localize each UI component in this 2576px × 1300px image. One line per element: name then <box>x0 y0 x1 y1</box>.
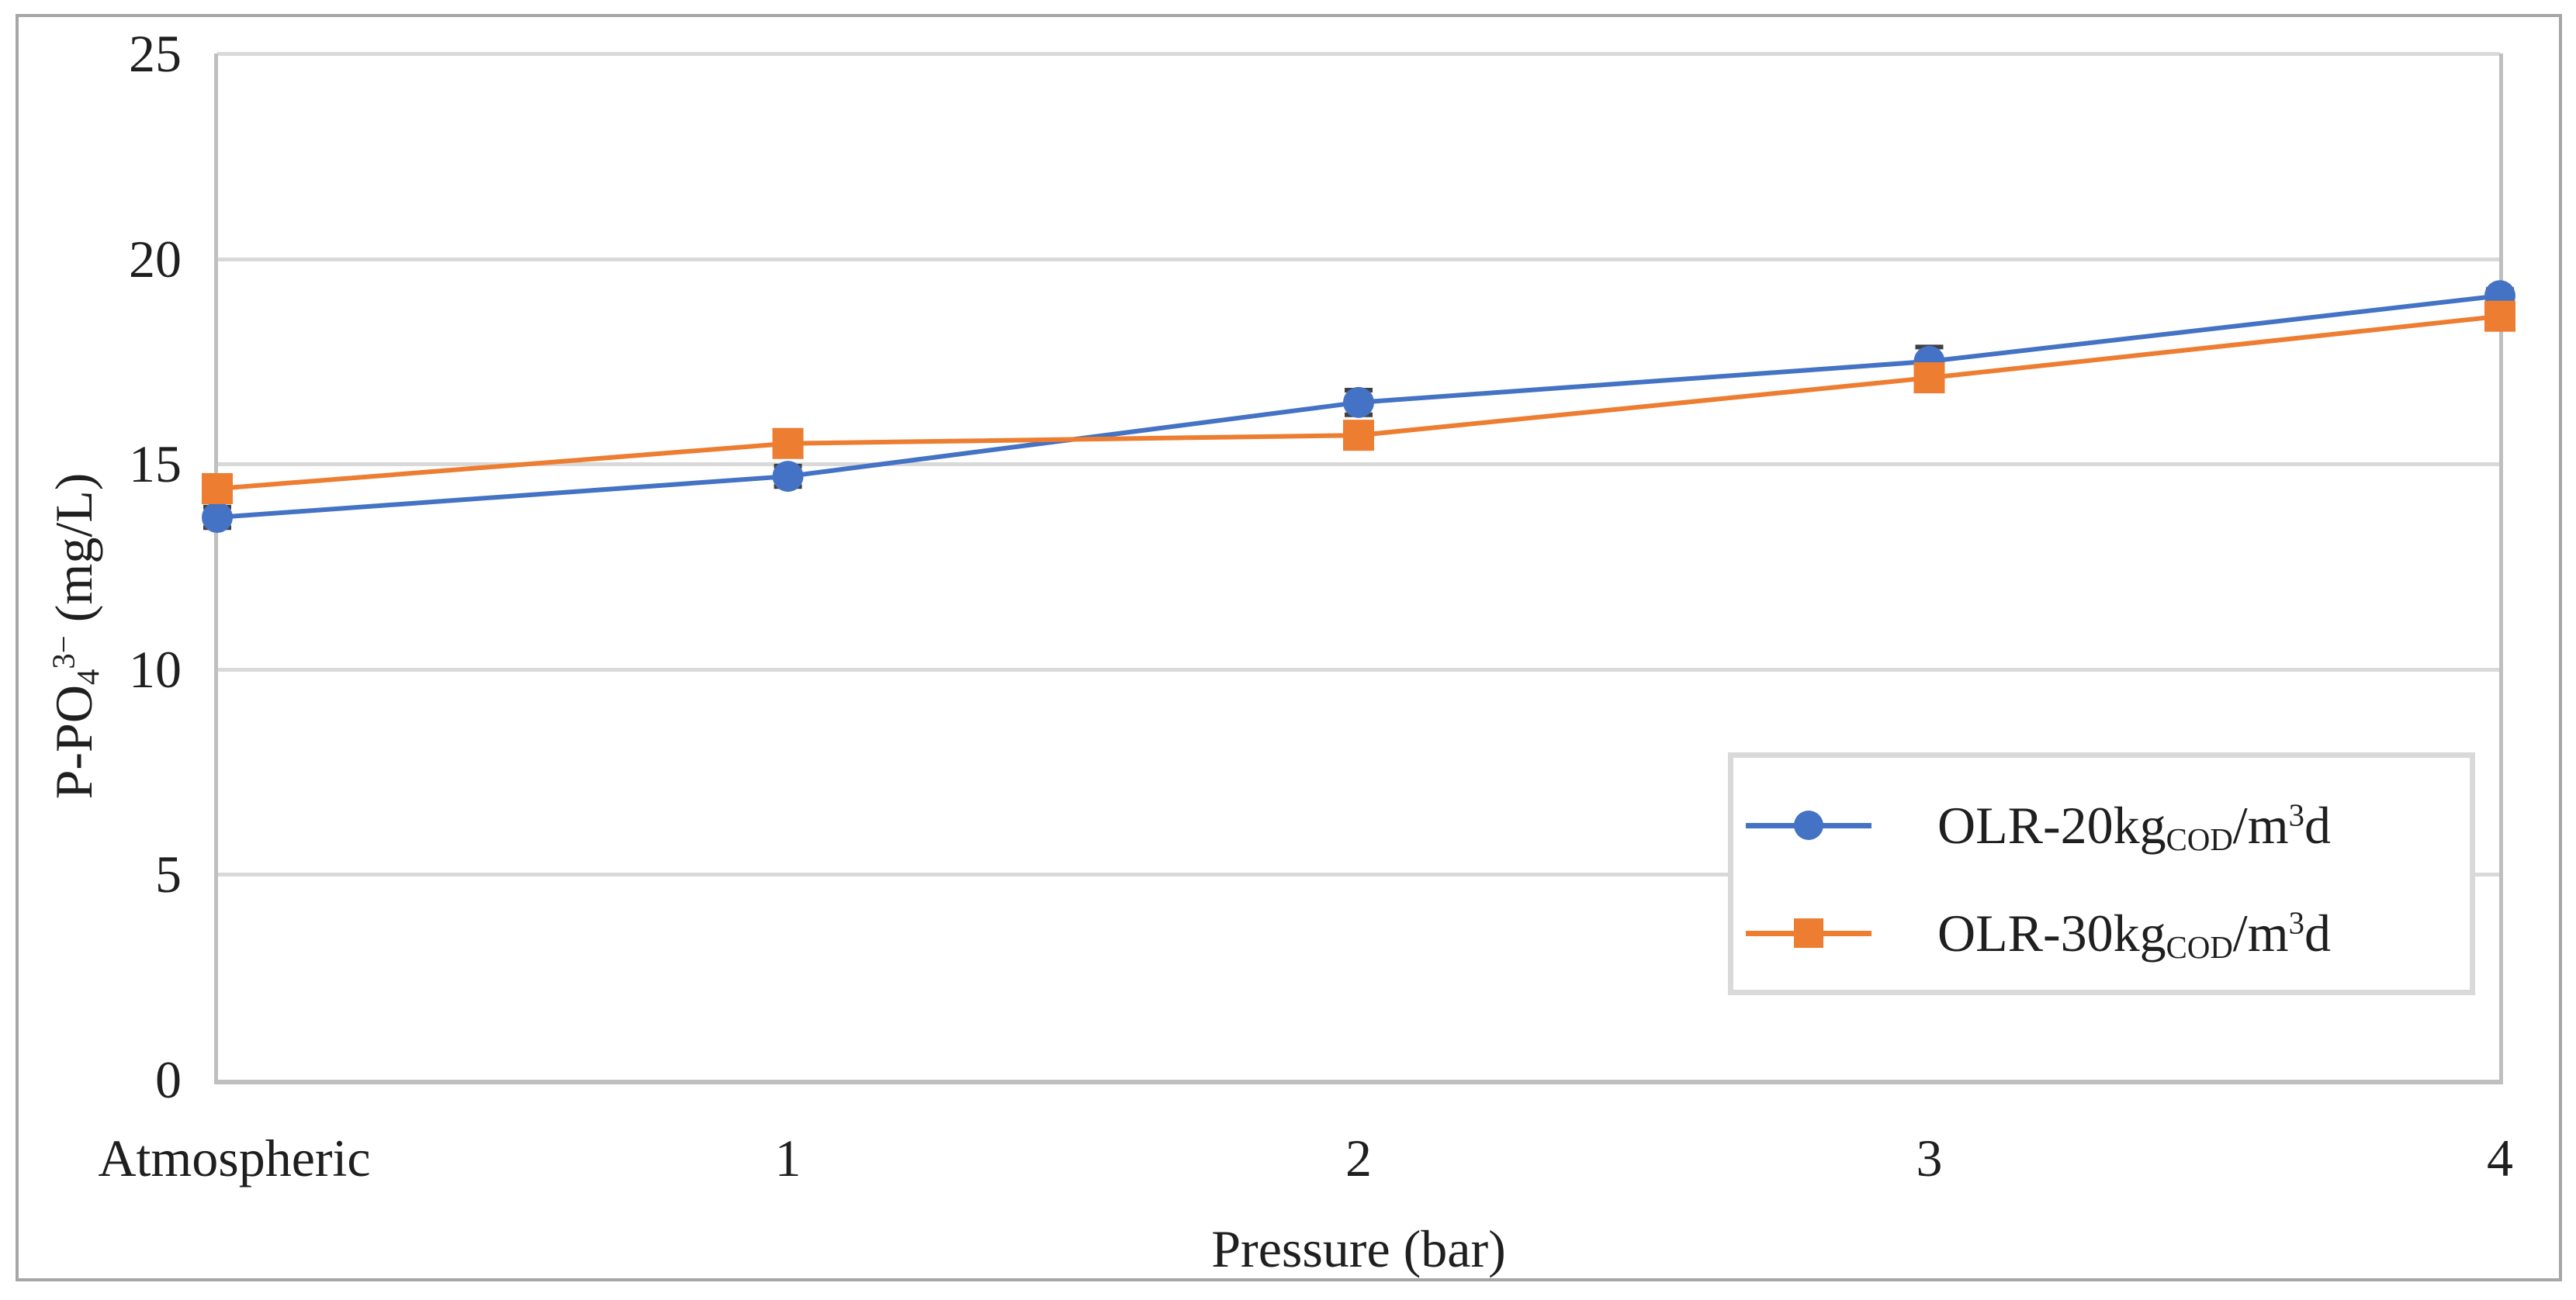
data-point-olr30-2 <box>1343 420 1374 451</box>
x-axis-title: Pressure (bar) <box>1211 1219 1506 1278</box>
y-tick-label-25: 25 <box>129 24 182 83</box>
x-tick-label-3: 3 <box>1916 1129 1943 1188</box>
gridline-20 <box>217 257 2500 261</box>
gridline-10 <box>217 667 2500 672</box>
data-point-olr20-Atmospheric <box>202 501 233 533</box>
x-tick-label-4: 4 <box>2487 1129 2513 1188</box>
y-tick-label-5: 5 <box>155 845 182 904</box>
gridline-15 <box>217 462 2500 467</box>
data-point-olr20-1 <box>772 461 804 493</box>
x-tick-label-2: 2 <box>1345 1129 1372 1188</box>
legend-label: OLR-30kgCOD/m3d <box>1937 904 2331 965</box>
y-tick-label-20: 20 <box>129 229 182 289</box>
legend-label: OLR-20kgCOD/m3d <box>1937 796 2331 857</box>
legend-line-sample <box>1746 811 1871 840</box>
legend: OLR-20kgCOD/m3d OLR-30kgCOD/m3d <box>1728 752 2475 995</box>
legend-circle-marker-icon <box>1794 811 1823 840</box>
data-point-olr30-1 <box>772 427 804 459</box>
data-point-olr30-3 <box>1913 362 1945 394</box>
gridline-5 <box>217 873 2500 877</box>
y-tick-label-0: 0 <box>155 1050 182 1109</box>
x-axis-line <box>214 1080 2503 1084</box>
y-tick-label-15: 15 <box>129 434 182 494</box>
plot-right-border <box>2499 54 2503 1084</box>
data-point-olr30-4 <box>2484 300 2515 332</box>
y-axis-line <box>214 54 218 1084</box>
x-tick-label-Atmospheric: Atmospheric <box>98 1129 371 1188</box>
legend-line-sample <box>1746 918 1871 948</box>
legend-entry-olr30: OLR-30kgCOD/m3d <box>1746 904 2331 965</box>
legend-entry-olr20: OLR-20kgCOD/m3d <box>1746 796 2331 857</box>
data-point-olr20-2 <box>1343 386 1374 418</box>
figure-border <box>16 14 2562 1281</box>
y-tick-label-10: 10 <box>129 639 182 699</box>
x-tick-label-1: 1 <box>774 1129 802 1188</box>
gridline-25 <box>217 52 2500 56</box>
data-point-olr30-Atmospheric <box>202 472 233 504</box>
legend-square-marker-icon <box>1794 918 1823 948</box>
